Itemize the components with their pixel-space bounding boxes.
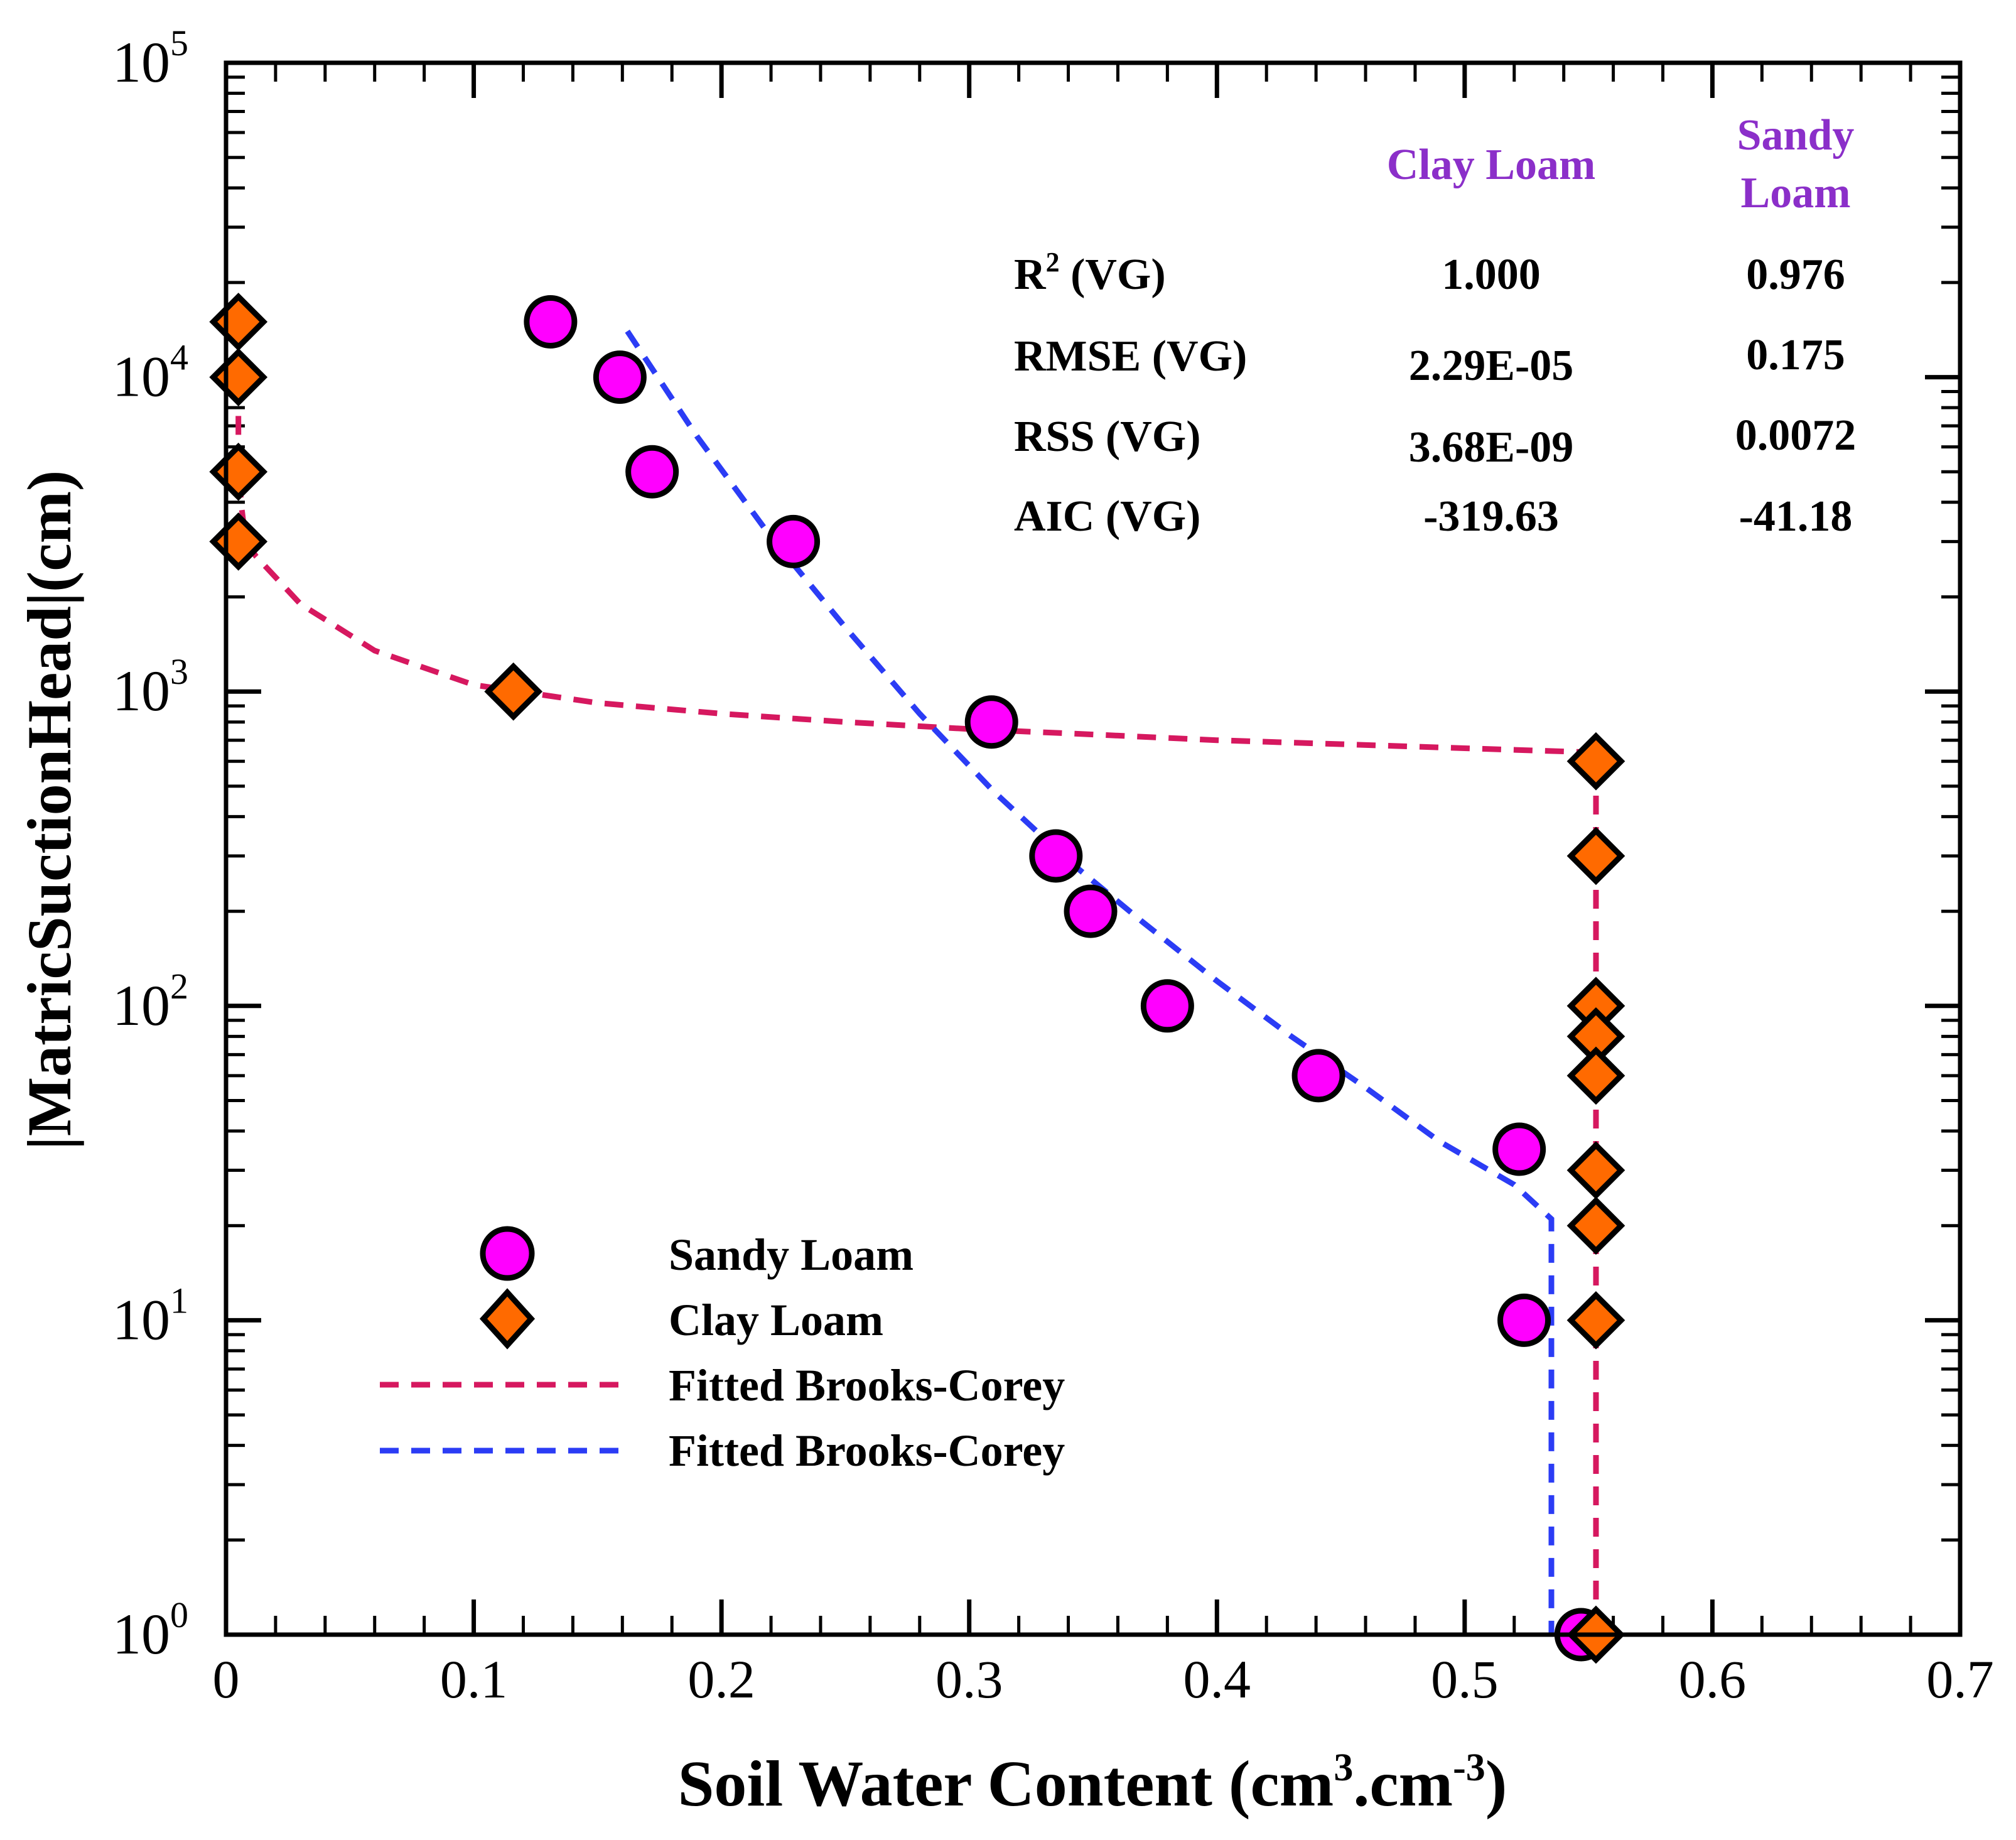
stats-row-label: AIC (VG) [1014, 492, 1200, 541]
x-tick-label: 0.7 [1926, 1649, 1994, 1709]
x-tick-label: 0.4 [1183, 1649, 1251, 1709]
y-tick-labels: 100 101 102 103 104 105 [112, 23, 188, 1666]
y-tick-label: 103 [112, 651, 188, 723]
legend-label-clay-loam: Clay Loam [669, 1295, 883, 1345]
stats-cell: -319.63 [1423, 492, 1559, 541]
stats-cell: 1.000 [1442, 251, 1541, 299]
point-clay-loam [1566, 1196, 1625, 1255]
legend-label-brooks-corey-clay: Fitted Brooks-Corey [669, 1360, 1065, 1410]
x-axis-label: Soil Water Content (cm3.cm-3) [678, 1746, 1507, 1820]
point-clay-loam [1566, 1141, 1625, 1199]
stats-row-label: RMSE (VG) [1014, 332, 1247, 381]
x-tick-labels: 0 0.1 0.2 0.3 0.4 0.5 0.6 0.7 [213, 1649, 1994, 1709]
y-tick-label: 100 [112, 1594, 188, 1666]
point-sandy-loam [964, 695, 1018, 749]
point-sandy-loam [1497, 1293, 1551, 1347]
point-clay-loam [209, 512, 268, 571]
y-tick-label: 102 [112, 966, 188, 1037]
x-tick-label: 0.3 [935, 1649, 1003, 1709]
stats-cell: 3.68E-09 [1409, 423, 1574, 472]
axis-ticks [224, 60, 1963, 1637]
x-tick-label: 0.6 [1679, 1649, 1747, 1709]
stats-header-clay-loam: Clay Loam [1387, 141, 1596, 189]
x-tick-label: 0 [213, 1649, 240, 1709]
point-clay-loam [209, 442, 268, 501]
point-clay-loam [1566, 1291, 1625, 1350]
stats-cell: -41.18 [1739, 492, 1853, 541]
point-sandy-loam [1291, 1049, 1345, 1103]
y-tick-label: 105 [112, 23, 188, 94]
point-clay-loam [1566, 1046, 1625, 1105]
point-clay-loam [209, 348, 268, 406]
legend-marker-sandy-loam [480, 1226, 535, 1281]
stats-row-label: RSS (VG) [1014, 413, 1201, 461]
y-tick-label: 104 [112, 337, 188, 409]
y-tick-label: 101 [112, 1280, 188, 1351]
stats-cell: 2.29E-05 [1409, 342, 1574, 390]
stats-cell: 0.175 [1746, 331, 1845, 379]
stats-table: Clay Loam Sandy Loam R2 (VG) 1.000 0.976… [1014, 111, 1856, 541]
point-sandy-loam [1492, 1122, 1546, 1176]
stats-cell: 0.976 [1746, 251, 1845, 299]
x-tick-label: 0.5 [1431, 1649, 1499, 1709]
series-line-brooks-corey-0 [235, 322, 1599, 1635]
legend: Sandy Loam Clay Loam Fitted Brooks-Corey… [380, 1226, 1065, 1476]
x-tick-label: 0.2 [687, 1649, 755, 1709]
point-clay-loam [1566, 732, 1625, 791]
legend-label-sandy-loam: Sandy Loam [669, 1230, 914, 1280]
point-sandy-loam [1064, 884, 1118, 938]
point-clay-loam [484, 662, 543, 721]
stats-header-loam: Loam [1741, 169, 1851, 217]
point-clay-loam [209, 293, 268, 351]
stats-row-label: R2 (VG) [1014, 247, 1166, 299]
y-axis-label: |MatricSuctionHead|(cm) [14, 470, 84, 1150]
point-sandy-loam [593, 350, 647, 404]
x-tick-label: 0.1 [440, 1649, 508, 1709]
point-sandy-loam [767, 514, 821, 568]
stats-header-sandy: Sandy [1737, 111, 1855, 160]
point-sandy-loam [524, 295, 578, 349]
point-sandy-loam [1140, 979, 1194, 1033]
legend-marker-clay-loam [479, 1288, 536, 1350]
point-clay-loam [1566, 826, 1625, 885]
point-sandy-loam [1029, 829, 1083, 883]
stats-cell: 0.0072 [1735, 411, 1857, 460]
plot-frame [224, 60, 1963, 1637]
point-sandy-loam [625, 445, 679, 499]
legend-label-brooks-corey-sandy: Fitted Brooks-Corey [669, 1426, 1065, 1476]
